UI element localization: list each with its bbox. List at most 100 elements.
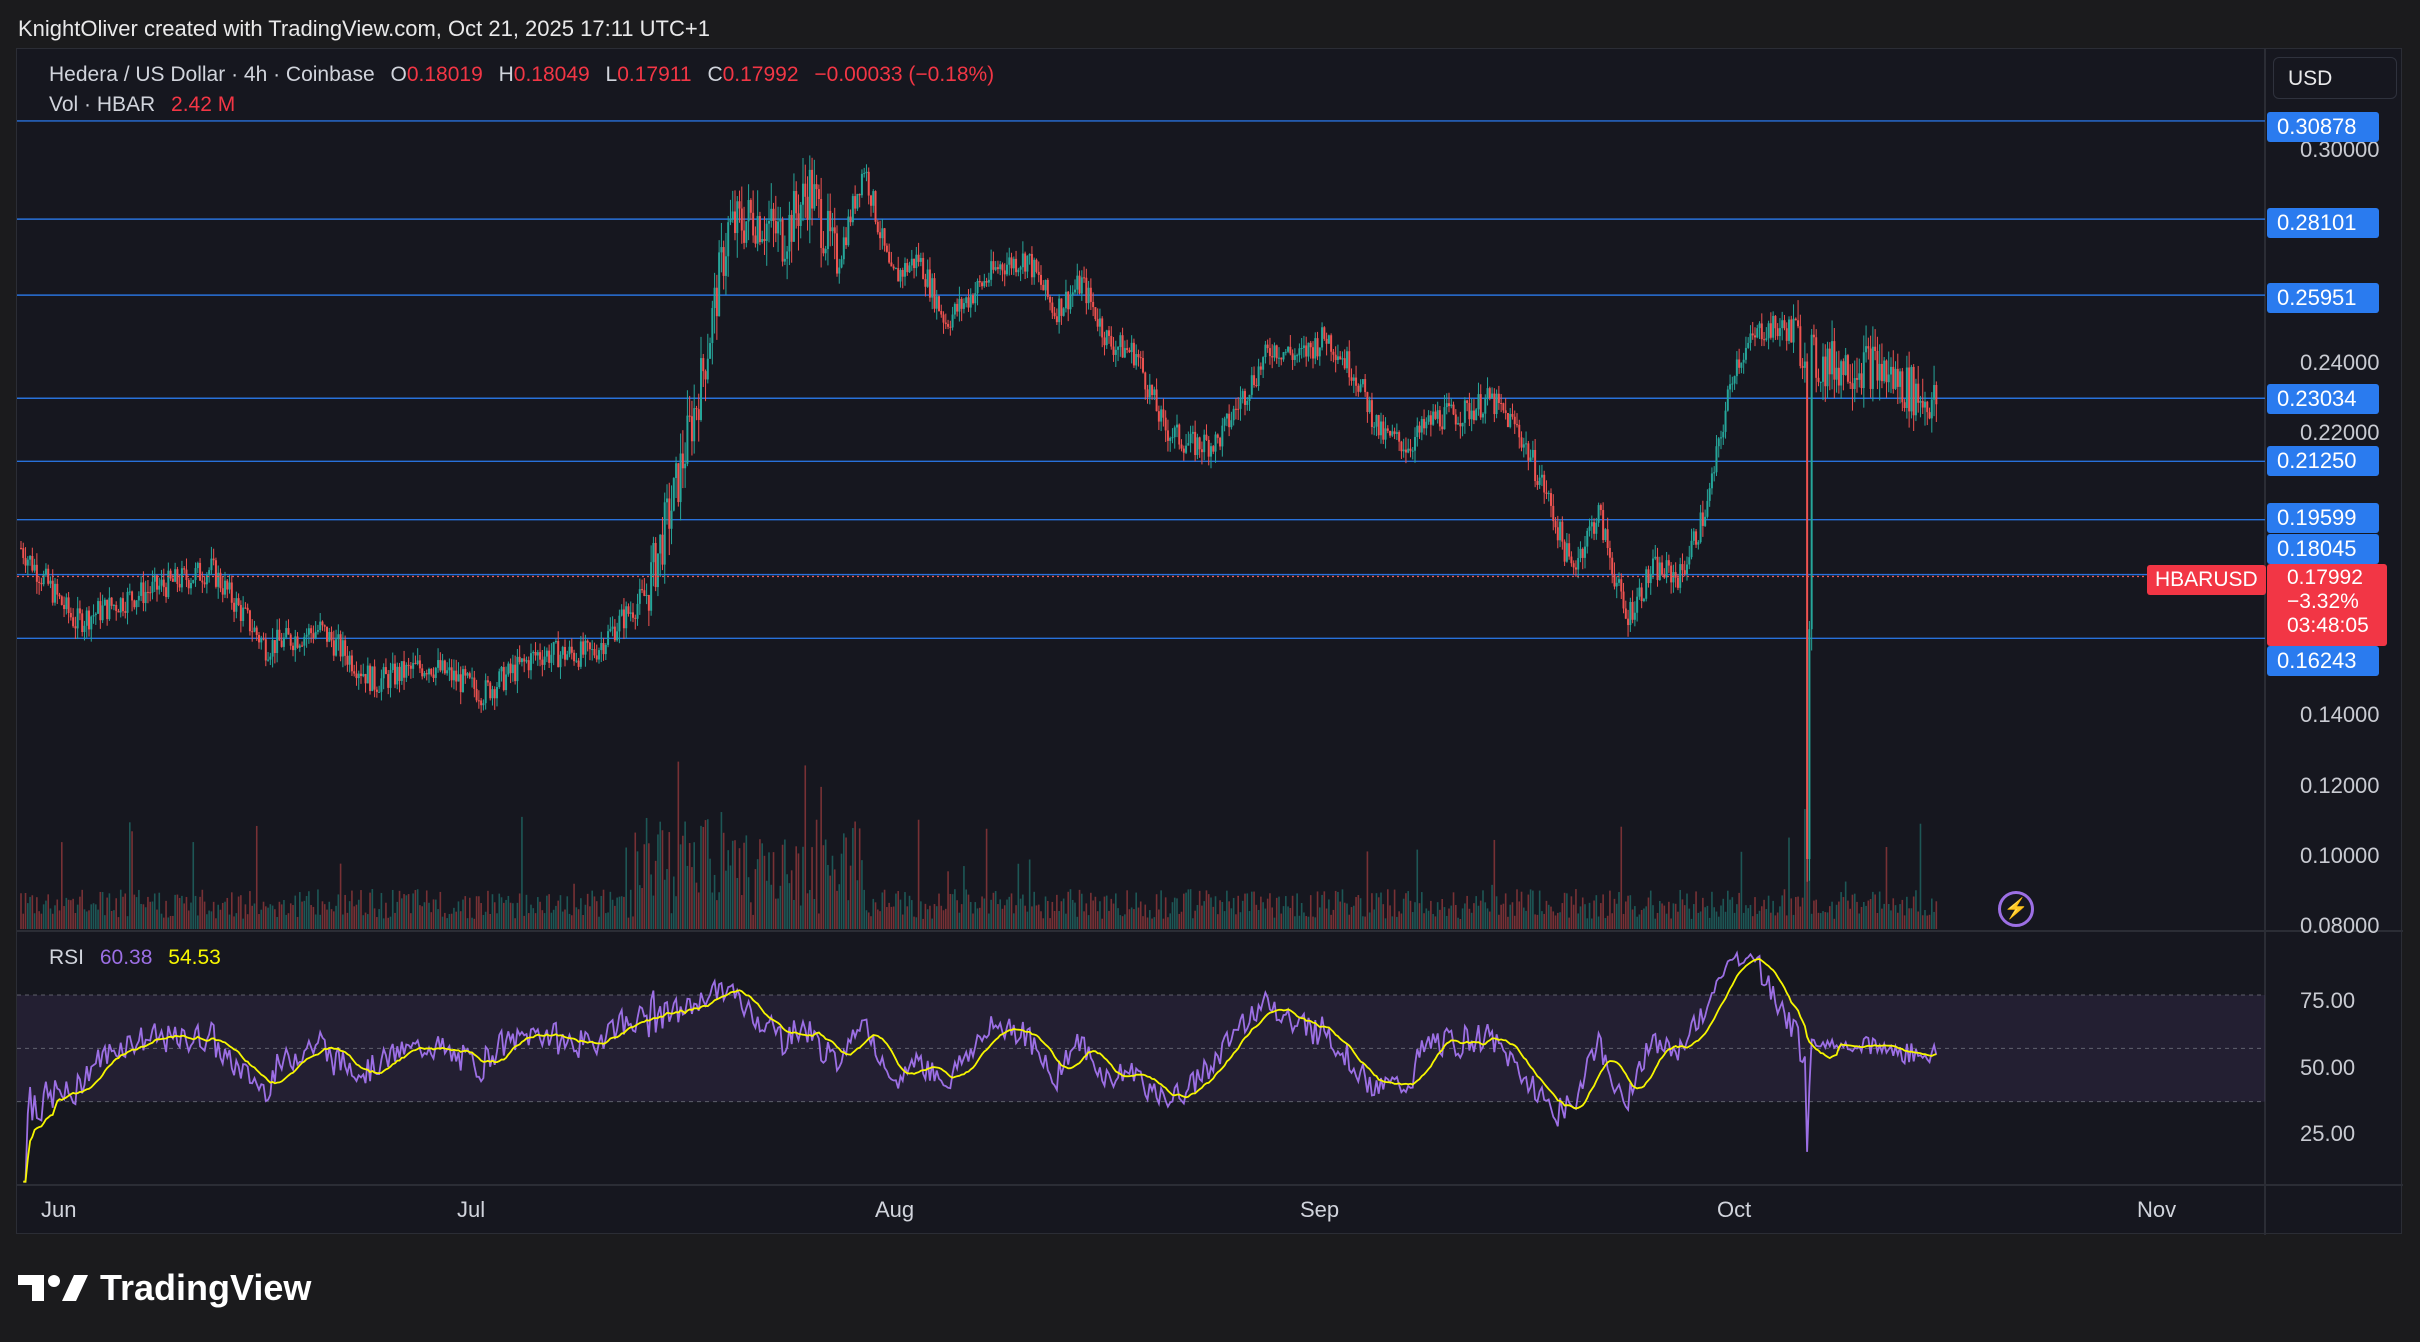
- volume-bar: [1708, 917, 1711, 929]
- candle-body: [387, 674, 390, 688]
- candle-body: [103, 599, 106, 606]
- candle-body: [1760, 323, 1763, 340]
- candle-body: [92, 615, 95, 617]
- candle-body: [364, 674, 367, 684]
- volume-bar: [278, 901, 281, 929]
- candle-body: [883, 228, 886, 246]
- volume-bar: [126, 916, 129, 929]
- volume-bar: [1158, 909, 1160, 929]
- candle-body: [1069, 295, 1072, 310]
- candle-body: [1472, 410, 1475, 421]
- volume-bar: [1178, 913, 1181, 929]
- volume-bar: [645, 817, 648, 929]
- candle-body: [527, 660, 530, 671]
- volume-bar: [1044, 896, 1047, 929]
- candle-body: [1538, 477, 1541, 485]
- volume-bar: [790, 870, 793, 929]
- candle-body: [734, 211, 736, 234]
- candle-body: [645, 594, 648, 596]
- volume-bar: [1108, 910, 1110, 929]
- candle-body: [1835, 367, 1838, 380]
- volume-bar: [598, 916, 600, 929]
- candle-body: [788, 214, 791, 252]
- level-tag[interactable]: 0.18045: [2267, 534, 2379, 564]
- candle-body: [1463, 400, 1466, 423]
- candle-body: [430, 668, 433, 675]
- volume-bar: [430, 912, 433, 929]
- level-tag[interactable]: 0.28101: [2267, 208, 2379, 238]
- candle-body: [1402, 449, 1405, 452]
- candle-body: [276, 629, 279, 654]
- volume-bar: [1187, 889, 1190, 929]
- candle-body: [1649, 574, 1652, 584]
- lightning-icon[interactable]: ⚡: [1998, 891, 2034, 927]
- volume-bar: [355, 904, 358, 929]
- volume-bar: [317, 889, 319, 929]
- candle-body: [1908, 367, 1911, 412]
- volume-bar: [1396, 916, 1398, 929]
- volume-bar: [115, 898, 117, 929]
- level-tag[interactable]: 0.19599: [2267, 503, 2379, 533]
- volume-bar: [1300, 902, 1303, 929]
- volume-bar: [965, 889, 967, 929]
- candle-body: [845, 237, 848, 246]
- volume-bar: [1251, 891, 1253, 929]
- level-tag[interactable]: 0.30878: [2267, 112, 2379, 142]
- volume-bar: [947, 871, 949, 929]
- candle-body: [40, 582, 43, 585]
- candle-body: [1450, 404, 1453, 407]
- volume-bar: [1661, 903, 1663, 929]
- volume-bar: [446, 918, 448, 929]
- chart-canvas[interactable]: [17, 49, 2403, 1235]
- volume-bar: [802, 846, 804, 929]
- volume-bar: [575, 907, 578, 929]
- candle-body: [1495, 393, 1498, 415]
- candle-body: [1384, 428, 1387, 440]
- candle-body: [1128, 350, 1131, 353]
- volume-bar: [1353, 905, 1355, 929]
- chart-panel[interactable]: Hedera / US Dollar · 4h · Coinbase O0.18…: [16, 48, 2403, 1235]
- volume-bar: [339, 863, 342, 929]
- level-tag[interactable]: 0.16243: [2267, 646, 2379, 676]
- candle-body: [1790, 319, 1793, 343]
- candle-body: [910, 258, 913, 266]
- volume-bar: [1239, 912, 1242, 929]
- candle-body: [428, 668, 430, 675]
- volume-bar: [1756, 913, 1759, 929]
- candle-body: [942, 314, 945, 323]
- candle-body: [418, 660, 421, 669]
- volume-bar: [786, 874, 788, 929]
- volume-bar: [1541, 911, 1543, 929]
- volume-bar: [1670, 918, 1672, 929]
- candle-body: [1087, 287, 1090, 304]
- volume-bar: [1047, 900, 1049, 929]
- candle-body: [792, 191, 795, 242]
- volume-bar: [129, 822, 131, 929]
- level-tag[interactable]: 0.23034: [2267, 384, 2379, 414]
- candle-body: [1096, 319, 1099, 327]
- volume-bar: [92, 903, 95, 929]
- volume-bar: [997, 904, 999, 929]
- volume-bar: [865, 910, 868, 929]
- volume-bar: [1627, 895, 1629, 929]
- volume-bar: [1890, 910, 1892, 929]
- volume-bar: [353, 906, 355, 929]
- volume-bar: [1681, 899, 1684, 929]
- volume-bar: [444, 912, 446, 929]
- candle-body: [357, 673, 360, 679]
- level-tag[interactable]: 0.21250: [2267, 446, 2379, 476]
- volume-bar: [1051, 901, 1054, 929]
- candle-body: [1237, 408, 1240, 410]
- candle-body: [203, 582, 206, 585]
- candle-body: [772, 208, 775, 222]
- volume-bar: [591, 890, 593, 929]
- candle-body: [1819, 381, 1822, 383]
- candle-body: [1332, 351, 1335, 355]
- level-tag[interactable]: 0.25951: [2267, 283, 2379, 313]
- volume-bar: [1792, 914, 1795, 929]
- candle-body: [38, 581, 41, 583]
- volume-bar: [473, 918, 476, 929]
- volume-bar: [403, 894, 405, 929]
- currency-selector[interactable]: USD: [2273, 57, 2397, 99]
- volume-bar: [872, 898, 875, 929]
